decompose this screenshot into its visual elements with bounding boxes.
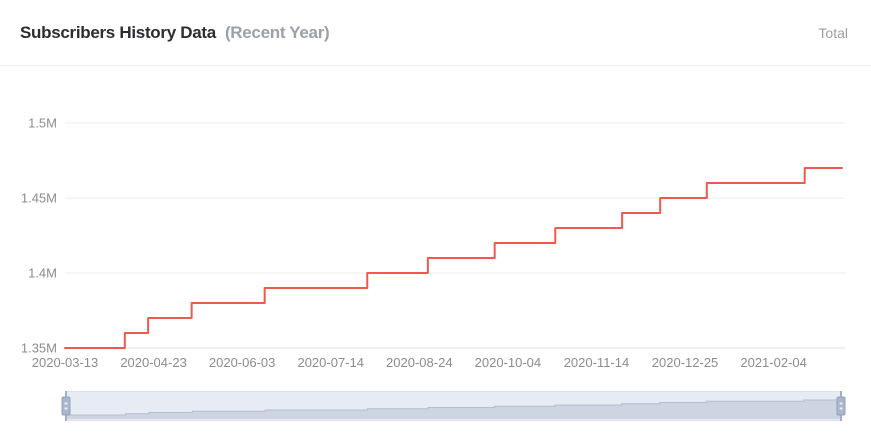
datazoom-area bbox=[66, 400, 841, 419]
y-axis-label: 1.35M bbox=[21, 341, 57, 356]
x-axis-label: 2020-06-03 bbox=[209, 355, 276, 370]
series-line-total[interactable] bbox=[64, 167, 843, 349]
y-axis-label: 1.5M bbox=[28, 116, 57, 131]
panel-header: Subscribers History Data (Recent Year) T… bbox=[0, 0, 871, 66]
x-axis-label: 2020-03-13 bbox=[32, 355, 99, 370]
panel-subtitle: (Recent Year) bbox=[224, 22, 330, 42]
y-axis-label: 1.45M bbox=[21, 191, 57, 206]
y-axis-label: 1.4M bbox=[28, 266, 57, 281]
datazoom-area-outline bbox=[66, 399, 841, 416]
panel-title: Subscribers History Data bbox=[20, 22, 216, 42]
chart-area: 1.35M 1.4M 1.45M 1.5M 2020-03-13 2020-04-23 20… bbox=[0, 66, 871, 376]
datazoom-handle-grip-icon[interactable] bbox=[836, 396, 846, 416]
datazoom-handle-grip-icon[interactable] bbox=[61, 396, 71, 416]
datazoom-preview-chart bbox=[66, 399, 841, 419]
x-axis-label: 2020-08-24 bbox=[386, 355, 453, 370]
datazoom-slider[interactable] bbox=[61, 391, 846, 421]
x-axis-label: 2020-10-04 bbox=[475, 355, 542, 370]
x-axis-label: 2021-02-04 bbox=[740, 355, 807, 370]
x-axis-label: 2020-07-14 bbox=[297, 355, 364, 370]
legend-total-label[interactable]: Total bbox=[818, 24, 848, 41]
x-axis-label: 2020-12-25 bbox=[652, 355, 719, 370]
x-axis-label: 2020-11-14 bbox=[564, 355, 630, 370]
x-axis-label: 2020-04-23 bbox=[120, 355, 187, 370]
subscribers-step-chart[interactable]: 1.35M 1.4M 1.45M 1.5M 2020-03-13 2020-04-23 20… bbox=[0, 66, 871, 376]
